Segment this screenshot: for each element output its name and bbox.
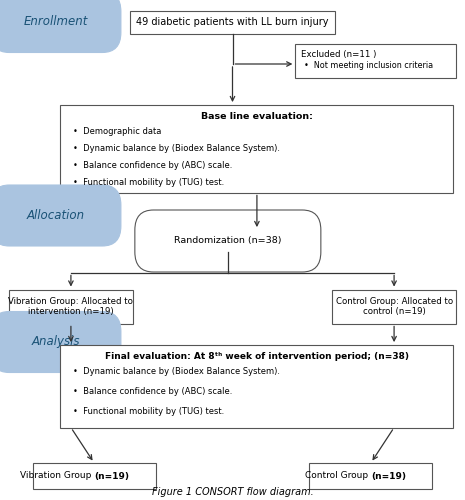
FancyBboxPatch shape [0,0,121,52]
Text: (n=19): (n=19) [94,472,129,480]
Text: Analysis: Analysis [32,336,80,348]
FancyBboxPatch shape [60,105,453,192]
Text: •  Demographic data: • Demographic data [73,127,162,136]
FancyBboxPatch shape [332,290,456,324]
FancyBboxPatch shape [33,463,156,489]
FancyBboxPatch shape [135,210,321,272]
Text: •  Functional mobility by (TUG) test.: • Functional mobility by (TUG) test. [73,407,225,416]
Text: Vibration Group: Allocated to
intervention (n=19): Vibration Group: Allocated to interventi… [8,297,133,316]
Text: •  Dynamic balance by (Biodex Balance System).: • Dynamic balance by (Biodex Balance Sys… [73,367,280,376]
FancyBboxPatch shape [130,11,335,34]
Text: Vibration Group: Vibration Group [20,472,94,480]
Text: Figure 1 CONSORT flow diagram.: Figure 1 CONSORT flow diagram. [152,487,313,497]
FancyBboxPatch shape [0,312,121,372]
Text: •  Dynamic balance by (Biodex Balance System).: • Dynamic balance by (Biodex Balance Sys… [73,144,280,153]
FancyBboxPatch shape [60,345,453,428]
FancyBboxPatch shape [295,44,456,78]
Text: Allocation: Allocation [27,209,85,222]
Text: Enrollment: Enrollment [24,16,88,28]
Text: Randomization (n=38): Randomization (n=38) [174,236,282,246]
Text: Excluded (n=11 ): Excluded (n=11 ) [301,50,376,58]
Text: Control Group: Allocated to
control (n=19): Control Group: Allocated to control (n=1… [336,297,452,316]
Text: •  Functional mobility by (TUG) test.: • Functional mobility by (TUG) test. [73,178,225,187]
Text: •  Not meeting inclusion criteria: • Not meeting inclusion criteria [304,62,433,70]
Text: (n=19): (n=19) [371,472,406,480]
Text: •  Balance confidence by (ABC) scale.: • Balance confidence by (ABC) scale. [73,387,233,396]
Text: Control Group: Control Group [305,472,371,480]
Text: Base line evaluation:: Base line evaluation: [201,112,313,121]
Text: •  Balance confidence by (ABC) scale.: • Balance confidence by (ABC) scale. [73,161,233,170]
FancyBboxPatch shape [0,185,121,246]
FancyBboxPatch shape [9,290,133,324]
Text: Final evaluation: At 8ᵗʰ week of intervention period; (n=38): Final evaluation: At 8ᵗʰ week of interve… [105,352,409,361]
Text: 49 diabetic patients with LL burn injury: 49 diabetic patients with LL burn injury [136,18,329,28]
FancyBboxPatch shape [309,463,432,489]
